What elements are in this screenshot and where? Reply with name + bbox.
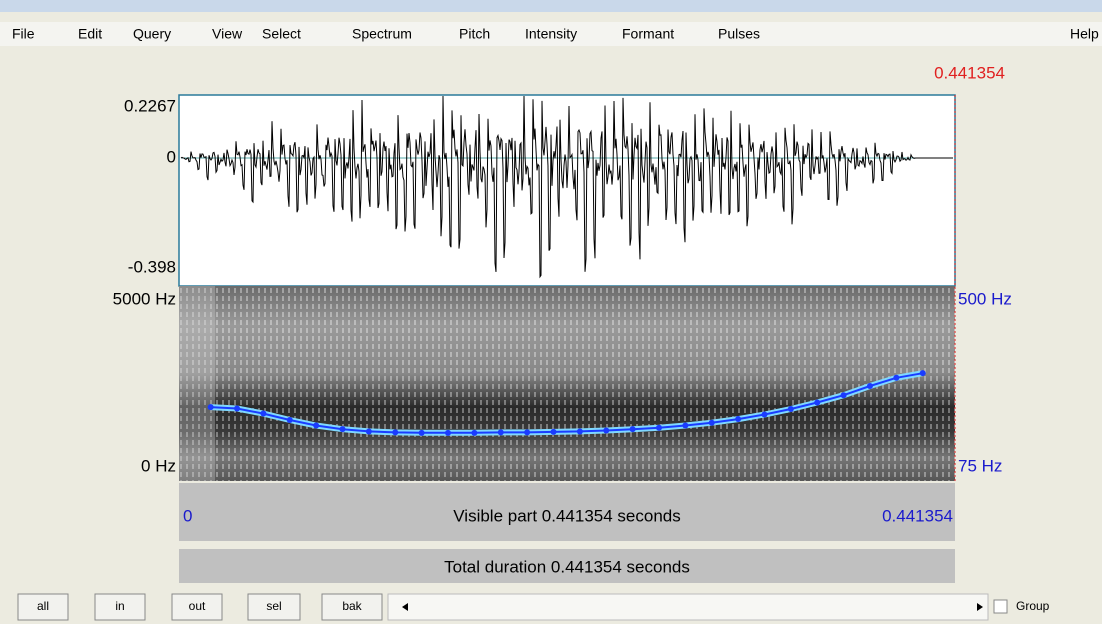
pitch-point: [788, 406, 794, 412]
pitch-point: [287, 417, 293, 423]
title-strip: [0, 0, 1102, 12]
pitch-point: [208, 404, 214, 410]
scrollbar[interactable]: [388, 594, 988, 620]
visible-part: Visible part 0.441354 seconds: [453, 506, 680, 525]
pitch-point: [630, 426, 636, 432]
menu-item[interactable]: Pulses: [718, 26, 760, 42]
pitch-point: [920, 370, 926, 376]
group-label: Group: [1016, 599, 1050, 613]
pitch-point: [445, 430, 451, 436]
amp-bottom: -0.398: [128, 257, 176, 276]
pitch-point: [234, 406, 240, 412]
cursor-time: 0.441354: [934, 63, 1005, 82]
amp-top: 0.2267: [124, 96, 176, 115]
button-label: out: [189, 599, 206, 613]
pitch-point: [814, 400, 820, 406]
menu-item[interactable]: Pitch: [459, 26, 490, 42]
pitch-point: [340, 426, 346, 432]
pitch-point: [524, 429, 530, 435]
pitch-bottom: 75 Hz: [958, 456, 1002, 475]
button-label: all: [37, 599, 49, 613]
pitch-point: [709, 420, 715, 426]
pitch-point: [551, 429, 557, 435]
button-label: sel: [266, 599, 281, 613]
pitch-point: [313, 422, 319, 428]
pitch-point: [735, 416, 741, 422]
editor-window: File Edit Query View Select Spectrum Pitch Inte…: [0, 0, 1102, 624]
pitch-point: [761, 411, 767, 417]
menu-item[interactable]: File: [12, 26, 35, 42]
pitch-point: [867, 383, 873, 389]
menu-item[interactable]: Edit: [78, 26, 102, 42]
pitch-top: 500 Hz: [958, 289, 1012, 308]
menu-item[interactable]: View: [212, 26, 243, 42]
pitch-point: [841, 392, 847, 398]
pitch-point: [893, 375, 899, 381]
freq-top: 5000 Hz: [113, 289, 176, 308]
pitch-point: [577, 428, 583, 434]
pitch-point: [656, 425, 662, 431]
amp-zero: 0: [167, 147, 176, 166]
pitch-point: [419, 430, 425, 436]
pitch-point: [498, 429, 504, 435]
pitch-point: [392, 429, 398, 435]
menu-item[interactable]: Spectrum: [352, 26, 412, 42]
menu-item[interactable]: Query: [133, 26, 171, 42]
page: {"menu":["File","Edit","Query","View","S…: [0, 0, 1102, 624]
pitch-point: [603, 428, 609, 434]
button-label: in: [115, 599, 124, 613]
menu-item[interactable]: Intensity: [525, 26, 577, 42]
pitch-point: [682, 422, 688, 428]
pitch-point: [471, 430, 477, 436]
menu-item[interactable]: Formant: [622, 26, 674, 42]
spectrogram-texture: [179, 286, 955, 481]
button-label: bak: [342, 599, 362, 613]
spectrogram-edge: [179, 286, 215, 481]
time-end: 0.441354: [882, 506, 953, 525]
pitch-point: [260, 411, 266, 417]
menu-item[interactable]: Select: [262, 26, 301, 42]
group-checkbox[interactable]: [994, 600, 1007, 613]
freq-bottom: 0 Hz: [141, 456, 176, 475]
pitch-point: [366, 428, 372, 434]
time-start: 0: [183, 506, 192, 525]
total-duration: Total duration 0.441354 seconds: [444, 557, 690, 576]
menu-item[interactable]: Help: [1070, 26, 1099, 42]
